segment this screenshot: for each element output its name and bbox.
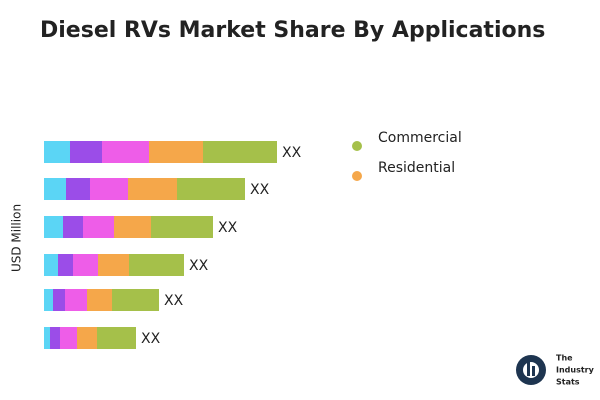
bar-segment — [129, 254, 184, 276]
bar-segment — [114, 216, 151, 238]
bar-label: XX — [218, 220, 238, 236]
bar-segment — [128, 178, 177, 200]
bar-label: XX — [164, 293, 184, 309]
bar-segment — [112, 289, 159, 311]
chart-title: Diesel RVs Market Share By Applications — [40, 18, 545, 43]
bar-label: XX — [141, 331, 161, 347]
bar-label: XX — [250, 182, 270, 198]
bar-segment — [60, 327, 77, 349]
bar-segment — [177, 178, 245, 200]
logo-text: Stats — [556, 378, 580, 387]
bar-segment — [66, 178, 90, 200]
bar-segment — [53, 289, 65, 311]
bar-segment — [44, 178, 66, 200]
bar-segment — [203, 141, 277, 163]
bar-segment — [90, 178, 128, 200]
bar-segment — [44, 216, 63, 238]
bar-segment — [44, 289, 53, 311]
bar-segment — [83, 216, 114, 238]
bar-segment — [50, 327, 60, 349]
bar-segment — [102, 141, 149, 163]
bar-label: XX — [189, 258, 209, 274]
bar-segment — [58, 254, 73, 276]
bar-segment — [151, 216, 213, 238]
y-axis-label: USD Million — [10, 204, 24, 272]
legend-label: Residential — [378, 160, 455, 176]
logo — [516, 355, 546, 385]
legend-label: Commercial — [378, 130, 462, 146]
bar-segment — [44, 327, 50, 349]
logo-text: The — [556, 354, 573, 363]
legend-marker — [352, 141, 362, 151]
bar-segment — [87, 289, 112, 311]
legend-marker — [352, 171, 362, 181]
bar-segment — [70, 141, 102, 163]
bar-segment — [97, 327, 136, 349]
bar-label: XX — [282, 145, 302, 161]
logo-text: Industry — [556, 366, 595, 375]
bar-segment — [73, 254, 98, 276]
bar-segment — [63, 216, 83, 238]
bar-segment — [65, 289, 87, 311]
bar-segment — [44, 141, 70, 163]
bar-segment — [149, 141, 203, 163]
bar-segment — [77, 327, 97, 349]
bar-segment — [44, 254, 58, 276]
bar-segment — [98, 254, 129, 276]
